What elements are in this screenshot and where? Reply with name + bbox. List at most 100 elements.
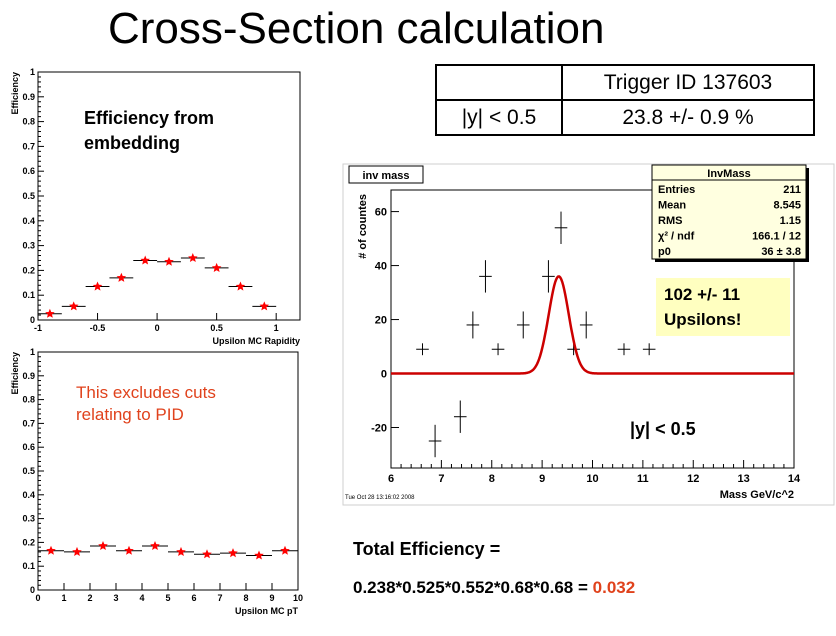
- stats-key: p0: [658, 246, 671, 258]
- x-tick-label: 8: [489, 473, 495, 485]
- total-efficiency-formula: 0.238*0.525*0.552*0.68*0.68 = 0.032: [353, 578, 635, 598]
- y-tick-label: 0.1: [22, 561, 35, 571]
- y-tick-label: 0.4: [22, 490, 35, 500]
- y-tick-label: 0.7: [22, 141, 35, 151]
- y-tick-label: 0.4: [22, 216, 35, 226]
- y-tick-label: 0.5: [22, 191, 35, 201]
- stats-key: Entries: [658, 184, 695, 196]
- x-tick-label: 3: [113, 593, 118, 603]
- data-point: [164, 256, 174, 266]
- data-point: [69, 301, 79, 311]
- efficiency-plot-2: 00.10.20.30.40.50.60.70.80.910 1 2 3 4 5 6 7 8 9 1…: [10, 347, 303, 616]
- x-tick-label: 7: [217, 593, 222, 603]
- x-tick-label: 6: [388, 473, 394, 485]
- x-tick-label: 13: [738, 473, 750, 485]
- data-point: [176, 546, 186, 556]
- x-tick-label: 14: [788, 473, 801, 485]
- x-axis-label: Mass GeV/c^2: [720, 489, 794, 501]
- y-axis-label: Efficiency: [10, 352, 20, 395]
- trigger-table: Trigger ID 137603 |y| < 0.5 23.8 +/- 0.9…: [435, 64, 815, 136]
- y-tick-label: 0.2: [22, 537, 35, 547]
- x-axis-label: Upsilon MC pT: [235, 606, 298, 616]
- y-tick-label: 0: [30, 585, 35, 595]
- table-row: Trigger ID 137603: [435, 64, 815, 101]
- plot-frame: [37, 351, 299, 591]
- efficiency-plot-1: 0 0.1 0.2 0.3 0.4 0.5 0.6 0.7 0.8 0.9 1 -1 -0.5 0 0.5 1…: [10, 67, 301, 346]
- embedding-annotation: Efficiency from embedding: [84, 108, 215, 153]
- plot-frame: [37, 71, 301, 321]
- x-tick-label: -0.5: [90, 323, 106, 333]
- histogram-title: inv mass: [362, 170, 409, 182]
- x-tick-label: 1: [274, 323, 279, 333]
- y-tick-label: 0.3: [22, 514, 35, 524]
- x-tick-label: 10: [293, 593, 303, 603]
- x-tick-label: -1: [34, 323, 42, 333]
- stats-box: [651, 164, 807, 260]
- stats-value: 36 ± 3.8: [761, 246, 801, 258]
- data-point: [259, 301, 269, 311]
- y-tick-label: 0.3: [22, 241, 35, 251]
- stats-value: 1.15: [780, 215, 801, 227]
- y-tick-label: 0.8: [22, 395, 35, 405]
- y-tick-label: 0.5: [22, 466, 35, 476]
- x-tick-label: 9: [269, 593, 274, 603]
- efficiency-result: 0.032: [592, 578, 636, 597]
- data-point: [46, 545, 56, 555]
- stats-value: 166.1 / 12: [752, 231, 801, 243]
- stats-key: RMS: [658, 215, 682, 227]
- data-point: [228, 548, 238, 558]
- data-point: [45, 308, 55, 318]
- stats-value: 211: [783, 184, 801, 196]
- y-tick-label: 20: [375, 315, 387, 327]
- data-point: [202, 549, 212, 559]
- y-tick-label: 40: [375, 261, 387, 273]
- data-point: [124, 545, 134, 555]
- data-point: [150, 541, 160, 550]
- y-tick-label: 0.2: [22, 265, 35, 275]
- pid-note: This excludes cuts relating to PID: [76, 383, 216, 424]
- formula-text: 0.238*0.525*0.552*0.68*0.68 =: [353, 578, 593, 597]
- stats-key: χ² / ndf: [658, 231, 695, 243]
- x-axis-label: Upsilon MC Rapidity: [213, 336, 301, 346]
- data-point: [254, 550, 264, 560]
- table-row: |y| < 0.5 23.8 +/- 0.9 %: [435, 99, 815, 136]
- page-title: Cross-Section calculation: [108, 4, 605, 53]
- x-tick-label: 12: [687, 473, 699, 485]
- data-point: [140, 255, 150, 265]
- y-tick-label: 0: [381, 369, 387, 381]
- stats-key: Mean: [658, 200, 686, 212]
- y-tick-label: 0.9: [22, 92, 35, 102]
- table-cell: 23.8 +/- 0.9 %: [561, 99, 815, 136]
- y-tick-label: 0.8: [22, 117, 35, 127]
- x-tick-label: 6: [191, 593, 196, 603]
- data-point: [235, 281, 246, 291]
- x-tick-label: 10: [586, 473, 598, 485]
- table-cell: |y| < 0.5: [435, 99, 563, 136]
- y-tick-label: 60: [375, 207, 387, 219]
- x-tick-label: 9: [539, 473, 545, 485]
- y-tick-label: 0.7: [22, 418, 35, 428]
- y-axis-label: Efficiency: [10, 72, 20, 115]
- data-point: [116, 272, 127, 282]
- y-tick-label: 0: [30, 315, 35, 325]
- data-point: [188, 253, 198, 262]
- stats-title: InvMass: [707, 168, 750, 180]
- table-header-cell: Trigger ID 137603: [561, 64, 815, 101]
- x-tick-label: 0: [155, 323, 160, 333]
- timestamp: Tue Oct 28 13:16:02 2008: [345, 495, 415, 501]
- total-efficiency-label: Total Efficiency =: [353, 539, 501, 559]
- data-point: [92, 281, 103, 291]
- y-tick-label: 1: [30, 67, 35, 77]
- data-point: [72, 546, 82, 556]
- x-tick-label: 2: [87, 593, 92, 603]
- x-tick-label: 11: [637, 473, 649, 485]
- y-tick-label: -20: [371, 423, 387, 435]
- rapidity-cut-label: |y| < 0.5: [630, 419, 696, 439]
- x-tick-label: 1: [61, 593, 66, 603]
- x-tick-label: 4: [139, 593, 144, 603]
- y-tick-label: 0.9: [22, 371, 35, 381]
- x-tick-label: 8: [243, 593, 248, 603]
- data-point: [98, 541, 108, 550]
- gaussian-fit-curve: [391, 275, 794, 375]
- y-tick-label: 0.1: [22, 290, 35, 300]
